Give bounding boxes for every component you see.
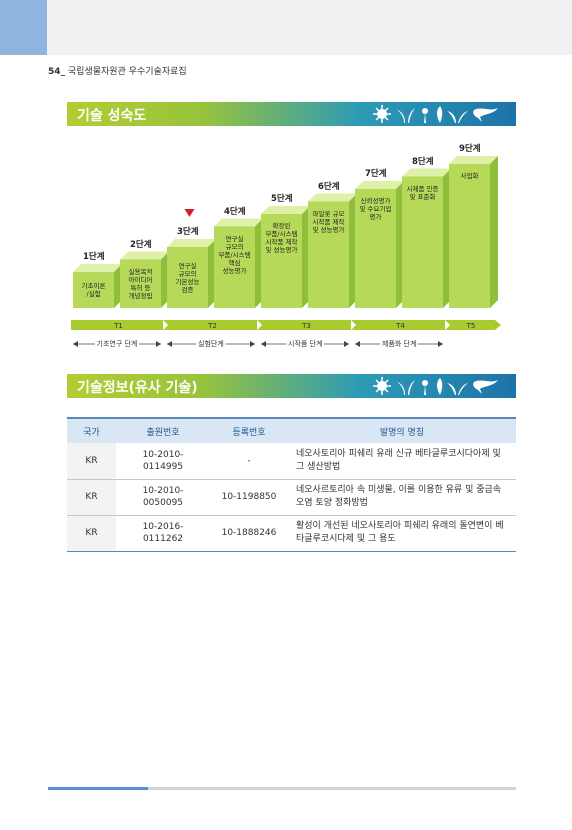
section-title-techinfo: 기술정보(유사 기술) [77,380,198,396]
header-reg-no: 등록번호 [210,417,288,443]
page-header: 54_ 국립생물자원관 우수기술자료집 [48,67,187,77]
cell-reg-no: 10-1198850 [210,479,288,516]
table-row: KR 10-2010- 0050095 10-1198850 네오사르토리아 속… [67,479,516,516]
phase-label: 제품화 단계 [380,339,419,349]
current-stage-marker-icon [184,209,195,217]
cell-app-no: 10-2016- 0111262 [116,515,210,552]
trl-bar [71,320,501,330]
stage-box [402,168,451,308]
stage-description: 파일롯 규모 시작품 제작 및 성능평가 [312,209,345,234]
header-app-no: 출원번호 [116,417,210,443]
stage-box [449,156,498,308]
footer-accent [48,787,148,790]
trl-label: T2 [207,322,217,330]
stage-description: 연구실 규모의 부품/시스템 핵심 성능평가 [218,234,251,275]
stage-label: 7단계 [365,169,387,179]
book-title: 국립생물자원관 우수기술자료집 [67,67,187,77]
phase-label: 기초연구 단계 [94,339,140,349]
header-name: 발명의 명칭 [288,417,516,443]
stage-label: 5단계 [271,194,293,204]
cell-name: 활성이 개선된 네오사토리아 피쉐리 유래의 돌연변이 베타글루코시다제 및 그… [288,515,516,552]
cell-country: KR [67,479,116,516]
trl-separator [351,320,356,330]
trl-label: T3 [301,322,311,330]
nature-decoration-icon [373,105,498,123]
stage-description: 확장된 부품/시스템 시작품 제작 및 성능평가 [265,222,298,254]
trl-separator [163,320,168,330]
header-country: 국가 [67,417,116,443]
stage-description: 기초이론 /실험 [81,282,106,298]
stage-description: 연구실 규모의 기본성능 검증 [175,261,200,294]
stage-description: 사업화 [460,172,479,180]
section-bar-techinfo: 기술정보(유사 기술) [67,374,516,398]
cell-app-no: 10-2010- 0114995 [116,443,210,480]
stage-label: 8단계 [412,156,434,167]
stage-box [261,206,310,308]
stage-description: 시제품 인증 및 표준화 [406,184,439,201]
trl-separator [445,320,450,330]
stage-label: 1단계 [83,252,105,262]
patent-table: 국가 출원번호 등록번호 발명의 명칭 KR 10-2010- 0114995 … [67,417,516,552]
table-header-row: 국가 출원번호 등록번호 발명의 명칭 [67,417,516,443]
section-title-maturity: 기술 성숙도 [77,108,147,124]
stage-label: 9단계 [459,144,481,154]
top-banner-accent [0,0,47,55]
cell-reg-no: 10-1888246 [210,515,288,552]
top-banner [0,0,572,55]
nature-decoration-icon [373,377,498,395]
cell-name: 네오사토리아 피쉐리 유래 신규 베타글루코시다아제 및 그 생산방법 [288,443,516,480]
stage-steps-graphic: T1 T2 T3 T4 T5 [71,156,501,347]
table-row: KR 10-2010- 0114995 - 네오사토리아 피쉐리 유래 신규 베… [67,443,516,480]
stage-description: 실용목적 아이디어 특허 등 개념정립 [128,267,153,300]
section-bar-maturity: 기술 성숙도 [67,102,516,126]
page-number: 54 [48,67,61,77]
footer-line [48,787,516,790]
cell-country: KR [67,443,116,480]
trl-label: T4 [395,322,405,330]
stage-label: 6단계 [318,181,340,192]
cell-country: KR [67,515,116,552]
phase-label: 실험단계 [196,339,226,349]
cell-name: 네오사르토리아 속 미생물, 이를 이용한 유류 및 중금속 오염 토양 정화방… [288,479,516,516]
cell-reg-no: - [210,443,288,480]
stage-description: 신뢰성평가 및 수요기업 평가 [359,197,392,221]
trl-label: T1 [113,322,123,330]
cell-app-no: 10-2010- 0050095 [116,479,210,516]
table-row: KR 10-2016- 0111262 10-1888246 활성이 개선된 네… [67,515,516,552]
stage-label: 3단계 [177,227,199,237]
stage-label: 4단계 [224,206,246,217]
stage-box [308,193,357,308]
stage-label: 2단계 [130,239,152,250]
trl-label: T5 [466,322,476,330]
trl-separator [257,320,262,330]
phase-label: 시작품 단계 [286,339,325,349]
